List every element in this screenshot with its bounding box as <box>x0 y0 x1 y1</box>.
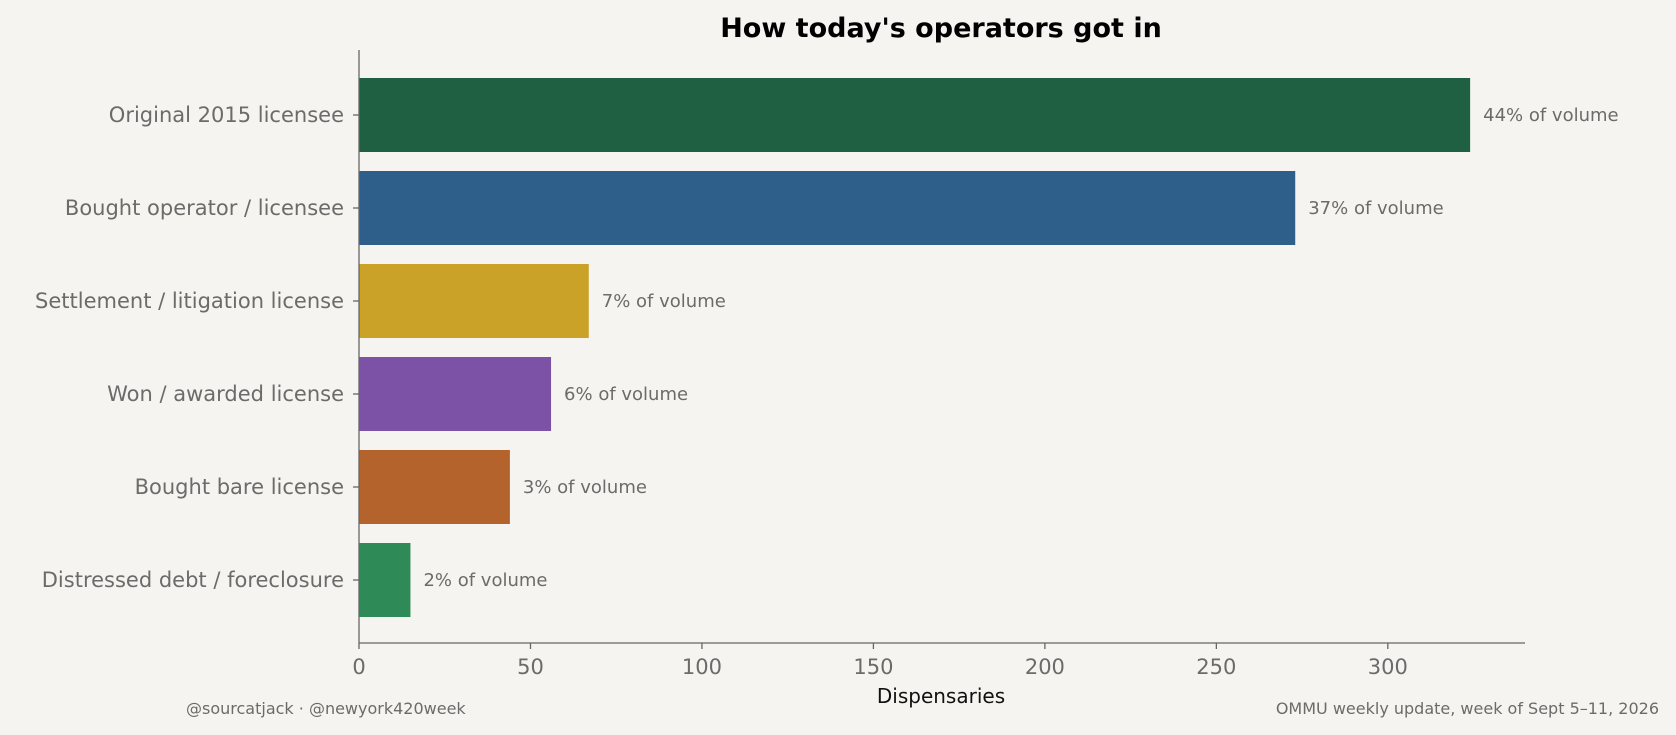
x-tick-label: 150 <box>853 655 893 679</box>
chart-title: How today's operators got in <box>720 13 1162 44</box>
axes-layer: Original 2015 licensee Bought operator / … <box>35 50 1525 679</box>
bar <box>359 543 411 617</box>
x-axis-label: Dispensaries <box>877 684 1005 708</box>
data-label: 7% of volume <box>602 291 726 312</box>
category-label: Bought bare license <box>135 475 344 499</box>
category-label: Won / awarded license <box>107 382 344 406</box>
bars-layer: 44% of volume 37% of volume 7% of volume 6%… <box>359 78 1619 617</box>
x-tick-label: 200 <box>1025 655 1065 679</box>
category-label: Distressed debt / foreclosure <box>42 568 344 592</box>
bar <box>359 264 589 338</box>
bar <box>359 78 1471 152</box>
category-label: Bought operator / licensee <box>65 196 344 220</box>
x-tick-label: 250 <box>1196 655 1236 679</box>
bar <box>359 450 510 524</box>
data-label: 44% of volume <box>1483 105 1618 126</box>
footer-source: OMMU weekly update, week of Sept 5–11, 2… <box>1275 699 1659 718</box>
x-tick-label: 0 <box>352 655 365 679</box>
data-label: 37% of volume <box>1308 198 1443 219</box>
data-label: 3% of volume <box>523 477 647 498</box>
footer-credit: @sourcatjack · @newyork420week <box>186 699 466 718</box>
category-label: Original 2015 licensee <box>109 103 344 127</box>
bar <box>359 357 552 431</box>
x-tick-label: 300 <box>1368 655 1408 679</box>
category-label: Settlement / litigation license <box>35 289 344 313</box>
bar <box>359 171 1296 245</box>
data-label: 6% of volume <box>564 384 688 405</box>
x-tick-label: 100 <box>682 655 722 679</box>
data-label: 2% of volume <box>423 570 547 591</box>
x-tick-label: 50 <box>517 655 544 679</box>
